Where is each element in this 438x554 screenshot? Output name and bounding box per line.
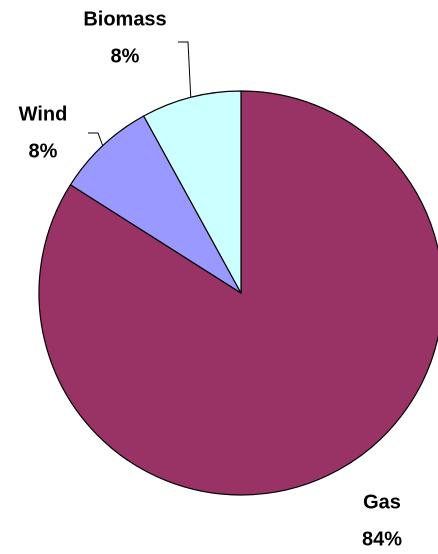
slice-value-label: 84% bbox=[362, 528, 402, 550]
leader-line bbox=[178, 41, 192, 98]
slice-value-label: 8% bbox=[111, 45, 140, 67]
pie-slice bbox=[69, 115, 242, 294]
slice-label: Biomass bbox=[83, 8, 166, 30]
slice-label: Gas bbox=[363, 491, 401, 513]
pie-slice bbox=[38, 90, 438, 496]
slice-label: Wind bbox=[19, 103, 68, 125]
slice-value-label: 8% bbox=[29, 140, 58, 162]
leader-line bbox=[88, 132, 104, 146]
pie-slice bbox=[142, 90, 242, 294]
